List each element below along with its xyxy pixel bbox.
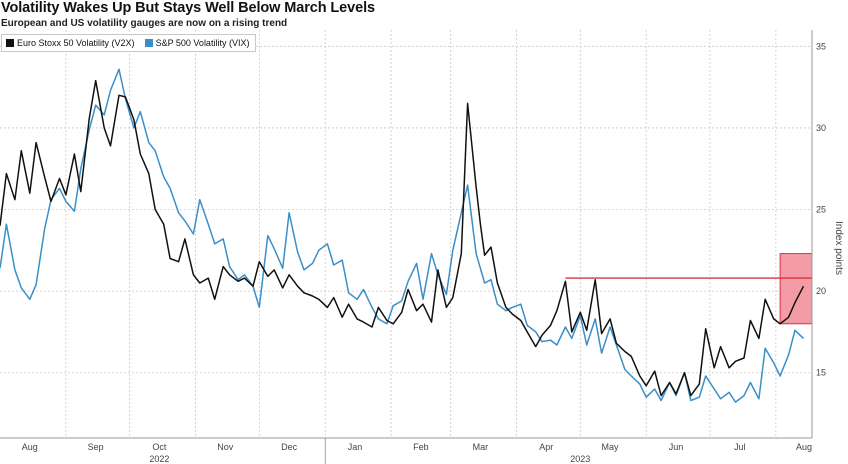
y-tick-label-30: 30 — [816, 123, 826, 133]
legend-swatch-vix — [144, 39, 153, 47]
legend-label-v2x: Euro Stoxx 50 Volatility (V2X) — [17, 38, 135, 48]
x-tick-label-6: Feb — [413, 442, 429, 452]
x-tick-label-2: Oct — [152, 442, 167, 452]
x-tick-label-7: Mar — [473, 442, 489, 452]
x-tick-label-4: Dec — [281, 442, 298, 452]
x-tick-label-12: Aug — [796, 442, 812, 452]
x-tick-label-0: Aug — [22, 442, 38, 452]
x-tick-label-11: Jul — [734, 442, 746, 452]
y-axis-title: Index points — [833, 221, 844, 275]
grid-layer — [0, 30, 812, 438]
x-tick-label-5: Jan — [348, 442, 363, 452]
axis-layer: 15 20 25 30 35 Aug Sep Oct Nov Dec Jan Feb Mar Apr May… — [0, 30, 826, 464]
chart-legend: Euro Stoxx 50 Volatility (V2X) S&P 500 V… — [1, 34, 257, 52]
y-tick-label-15: 15 — [816, 368, 826, 378]
highlight-box — [779, 253, 813, 325]
series-layer — [0, 68, 805, 403]
x-tick-label-10: Jun — [669, 442, 684, 452]
x-tick-label-3: Nov — [217, 442, 234, 452]
y-tick-label-20: 20 — [816, 286, 826, 296]
legend-label-vix: S&P 500 Volatility (VIX) — [155, 38, 250, 48]
chart-title: Volatility Wakes Up But Stays Well Below… — [1, 0, 375, 16]
chart-subtitle: European and US volatility gauges are no… — [1, 18, 288, 29]
legend-item-v2x: Euro Stoxx 50 Volatility (V2X) — [6, 38, 135, 48]
series-line-vix — [0, 68, 805, 403]
legend-swatch-v2x — [6, 39, 14, 47]
y-tick-label-25: 25 — [816, 205, 826, 215]
x-year-label-0: 2022 — [149, 454, 169, 464]
series-line-v2x — [0, 79, 805, 397]
x-tick-label-1: Sep — [88, 442, 104, 452]
legend-item-vix: S&P 500 Volatility (VIX) — [144, 38, 250, 48]
annotation-layer — [565, 253, 813, 325]
x-tick-label-9: May — [602, 442, 620, 452]
x-year-label-1: 2023 — [570, 454, 590, 464]
x-tick-label-8: Apr — [539, 442, 553, 452]
y-tick-label-35: 35 — [816, 41, 826, 51]
